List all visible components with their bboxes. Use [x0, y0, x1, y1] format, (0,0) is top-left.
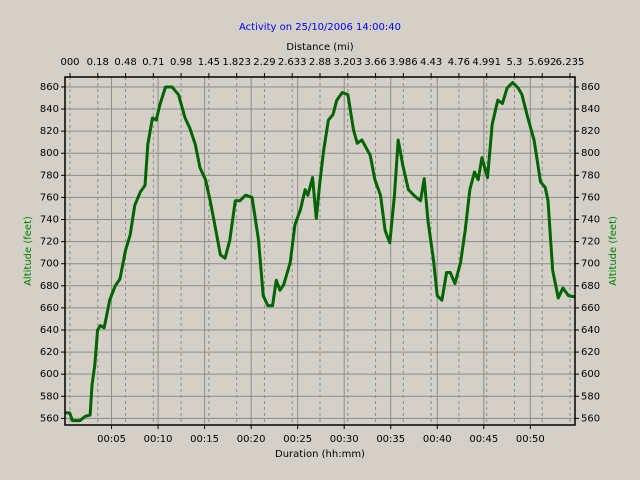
plot-border	[64, 76, 576, 426]
x2-tick-label: 0.98	[170, 57, 192, 68]
y2-tick-label: 600	[581, 369, 600, 380]
x2-tick-label: 2.633	[278, 57, 307, 68]
y-tick-label: 780	[40, 170, 59, 181]
y2-tick-label: 740	[581, 215, 600, 226]
y2-tick-label: 700	[581, 259, 600, 270]
x2-tick-label: 1.45	[198, 57, 220, 68]
x-tick-label: 00:50	[516, 434, 545, 445]
y-tick-label: 560	[40, 413, 59, 424]
x-tick-label: 00:20	[237, 434, 266, 445]
y-tick-label: 760	[40, 192, 59, 203]
y-tick-label: 720	[40, 237, 59, 248]
x2-tick-label: 4.991	[472, 57, 501, 68]
y-tick-label: 680	[40, 281, 59, 292]
x2-tick-label: 2.29	[253, 57, 275, 68]
y2-tick-label: 580	[581, 391, 600, 402]
chart-title: Activity on 25/10/2006 14:00:40	[239, 22, 401, 33]
x2-tick-label: 0.48	[114, 57, 136, 68]
y2-tick-label: 800	[581, 148, 600, 159]
x2-tick-label: 5.692	[528, 57, 557, 68]
y-tick-label: 620	[40, 347, 59, 358]
y-tick-label: 640	[40, 325, 59, 336]
x-tick-label: 00:35	[376, 434, 405, 445]
x-tick-label: 00:45	[469, 434, 498, 445]
x-tick-label: 00:25	[283, 434, 312, 445]
x2-tick-label: 0.18	[87, 57, 109, 68]
y-tick-label: 580	[40, 391, 59, 402]
x2-tick-label: 4.76	[448, 57, 470, 68]
x-tick-label: 00:30	[330, 434, 359, 445]
y2-tick-label: 840	[581, 104, 600, 115]
x2-tick-label: 5.3	[506, 57, 522, 68]
x-tick-label: 00:05	[97, 434, 126, 445]
x2-tick-label: 3.66	[364, 57, 386, 68]
x2-tick-label: 2.88	[309, 57, 331, 68]
y2-tick-label: 560	[581, 413, 600, 424]
x-tick-label: 00:15	[190, 434, 219, 445]
y-tick-label: 660	[40, 303, 59, 314]
x2-tick-label: 3.986	[389, 57, 418, 68]
y2-tick-label: 760	[581, 192, 600, 203]
y2-tick-label: 620	[581, 347, 600, 358]
y2-tick-label: 660	[581, 303, 600, 314]
y-tick-label: 800	[40, 148, 59, 159]
x-axis-label: Duration (hh:mm)	[275, 449, 365, 460]
x2-axis-label: Distance (mi)	[286, 42, 353, 53]
x2-tick-label: 6.235	[556, 57, 585, 68]
x2-tick-label: 3.203	[333, 57, 362, 68]
y2-tick-label: 820	[581, 126, 600, 137]
x2-tick-label: 1.823	[222, 57, 251, 68]
y2-tick-label: 860	[581, 82, 600, 93]
y-tick-label: 740	[40, 215, 59, 226]
x2-tick-label: 0.71	[142, 57, 164, 68]
y-tick-label: 840	[40, 104, 59, 115]
y-tick-label: 600	[40, 369, 59, 380]
x-tick-label: 00:10	[144, 434, 173, 445]
y-tick-label: 820	[40, 126, 59, 137]
y2-tick-label: 780	[581, 170, 600, 181]
y2-tick-label: 680	[581, 281, 600, 292]
y-tick-label: 700	[40, 259, 59, 270]
altitude-line	[65, 81, 576, 423]
y-axis-label: Altitude (feet)	[23, 216, 34, 286]
y2-tick-label: 640	[581, 325, 600, 336]
y2-tick-label: 720	[581, 237, 600, 248]
y2-axis-label: Altitude (feet)	[608, 216, 619, 286]
y-tick-label: 860	[40, 82, 59, 93]
x-tick-label: 00:40	[423, 434, 452, 445]
x2-tick-label: 4.43	[420, 57, 442, 68]
x2-tick-label: 000	[60, 57, 79, 68]
